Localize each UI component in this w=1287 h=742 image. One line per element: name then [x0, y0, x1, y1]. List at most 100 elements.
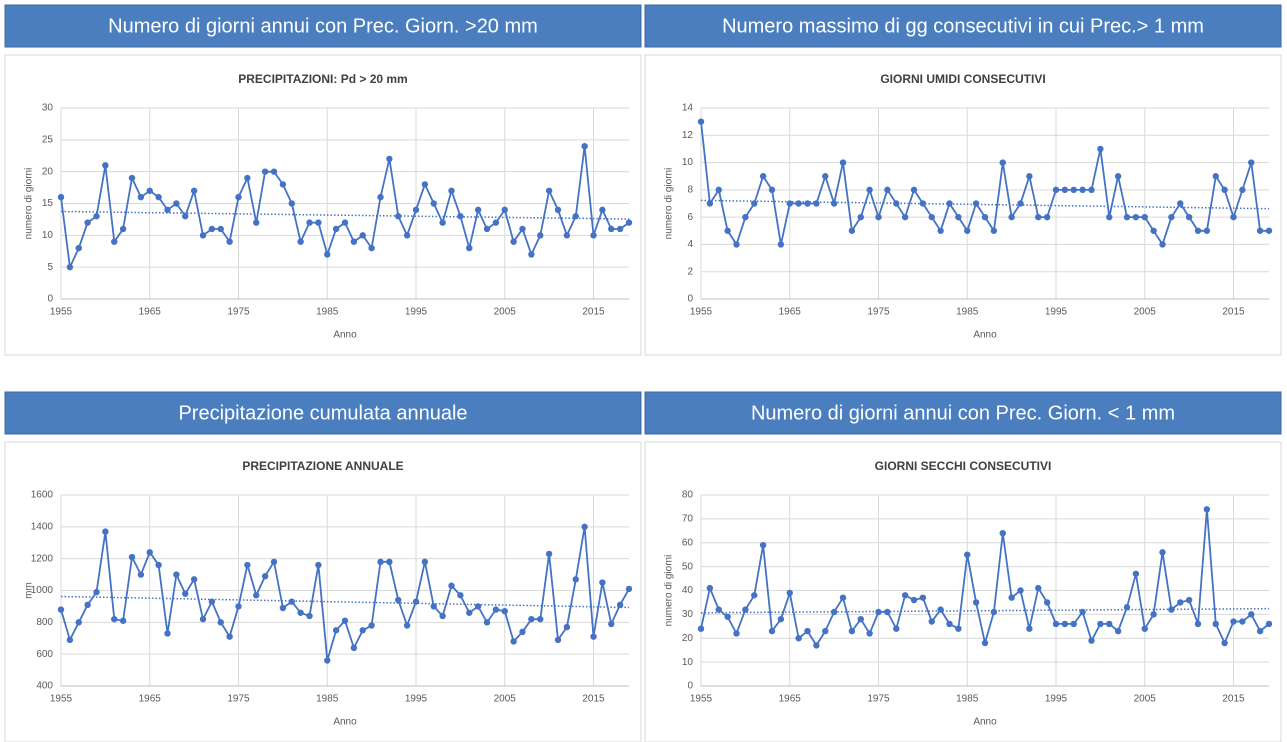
y-tick-label: 14 [682, 103, 694, 114]
x-tick-label: 1975 [867, 307, 890, 318]
data-point [75, 244, 82, 252]
y-tick-label: 0 [687, 681, 693, 692]
data-point [715, 186, 722, 194]
data-point [217, 619, 224, 626]
data-point [1168, 606, 1175, 613]
data-point [288, 200, 295, 207]
data-point [377, 193, 384, 201]
data-point [981, 639, 989, 647]
data-point [1008, 594, 1015, 601]
y-tick-label: 600 [36, 649, 53, 660]
data-point [759, 541, 767, 549]
data-point [483, 225, 491, 233]
y-tick-label: 50 [682, 561, 694, 572]
data-point [173, 571, 180, 578]
data-point [590, 232, 597, 239]
data-point [368, 622, 375, 629]
data-point [350, 644, 358, 651]
data-point [412, 206, 420, 214]
data-point [786, 589, 793, 597]
data-point [901, 592, 909, 599]
x-tick-label: 1995 [1045, 694, 1068, 705]
data-point [297, 609, 304, 616]
y-tick-label: 1200 [31, 553, 54, 564]
data-point [1017, 587, 1024, 594]
data-point [554, 636, 562, 644]
data-point [893, 625, 900, 632]
data-point [1159, 549, 1166, 556]
x-tick-label: 2015 [1222, 307, 1245, 318]
data-point [519, 628, 526, 636]
panel-header-text: Numero massimo di gg consecutivi in cui … [722, 15, 1204, 37]
panel: Numero massimo di gg consecutivi in cui … [644, 4, 1282, 356]
data-point [822, 627, 829, 635]
data-point [1185, 596, 1193, 604]
data-point [235, 603, 242, 610]
data-point [1150, 227, 1157, 234]
data-point [777, 241, 785, 248]
data-point [528, 251, 535, 258]
data-point [412, 598, 420, 605]
x-tick-label: 1965 [139, 694, 162, 705]
data-point [474, 603, 482, 610]
x-axis-label: Anno [973, 330, 997, 341]
y-tick-label: 80 [682, 490, 694, 501]
data-point [341, 617, 349, 624]
y-tick-label: 0 [687, 294, 693, 305]
data-point [1221, 186, 1228, 194]
data-point [261, 572, 269, 580]
data-point [332, 225, 340, 233]
data-point [253, 592, 260, 599]
trend-line [700, 199, 1270, 210]
data-point [1256, 227, 1264, 234]
data-point [839, 594, 847, 601]
x-tick-label: 2015 [1222, 694, 1245, 705]
x-tick-label: 1965 [779, 694, 802, 705]
data-point [244, 174, 251, 182]
data-point [1185, 213, 1193, 221]
x-tick-label: 2005 [494, 694, 517, 705]
data-point [315, 561, 322, 569]
y-tick-label: 4 [687, 239, 693, 250]
x-tick-label: 2015 [582, 694, 605, 705]
data-point [1203, 227, 1211, 234]
data-point [164, 630, 171, 637]
data-point [57, 606, 65, 613]
data-point [813, 200, 820, 207]
data-point [1132, 213, 1140, 221]
y-tick-label: 800 [36, 617, 53, 628]
data-point [866, 186, 873, 194]
data-point [75, 619, 82, 626]
data-point [102, 528, 109, 535]
data-point [492, 219, 500, 226]
y-tick-label: 5 [47, 262, 53, 273]
data-point [1070, 186, 1077, 194]
trend-line [60, 595, 630, 609]
data-point [830, 608, 838, 616]
data-point [1212, 173, 1219, 180]
data-point [235, 193, 242, 201]
chart-title: GIORNI UMIDI CONSECUTIVI [880, 72, 1045, 86]
data-point [999, 530, 1006, 537]
data-point [866, 630, 873, 637]
data-point [84, 219, 91, 226]
data-point [528, 615, 535, 623]
data-point [599, 579, 606, 586]
data-point [804, 627, 811, 635]
data-point [341, 219, 349, 226]
data-point [572, 576, 579, 583]
data-point [768, 186, 776, 194]
x-tick-label: 1955 [50, 307, 73, 318]
data-point [751, 200, 758, 207]
data-point [1248, 611, 1255, 618]
x-tick-label: 1995 [1045, 307, 1068, 318]
y-axis-label: mm [24, 582, 35, 599]
data-point [804, 200, 811, 207]
x-axis-label: Anno [973, 717, 997, 728]
data-point [999, 159, 1006, 166]
data-point [937, 606, 944, 613]
data-point [119, 617, 127, 624]
y-axis-label: numero di giorni [24, 168, 35, 240]
data-point [848, 627, 856, 635]
data-point [697, 625, 705, 632]
